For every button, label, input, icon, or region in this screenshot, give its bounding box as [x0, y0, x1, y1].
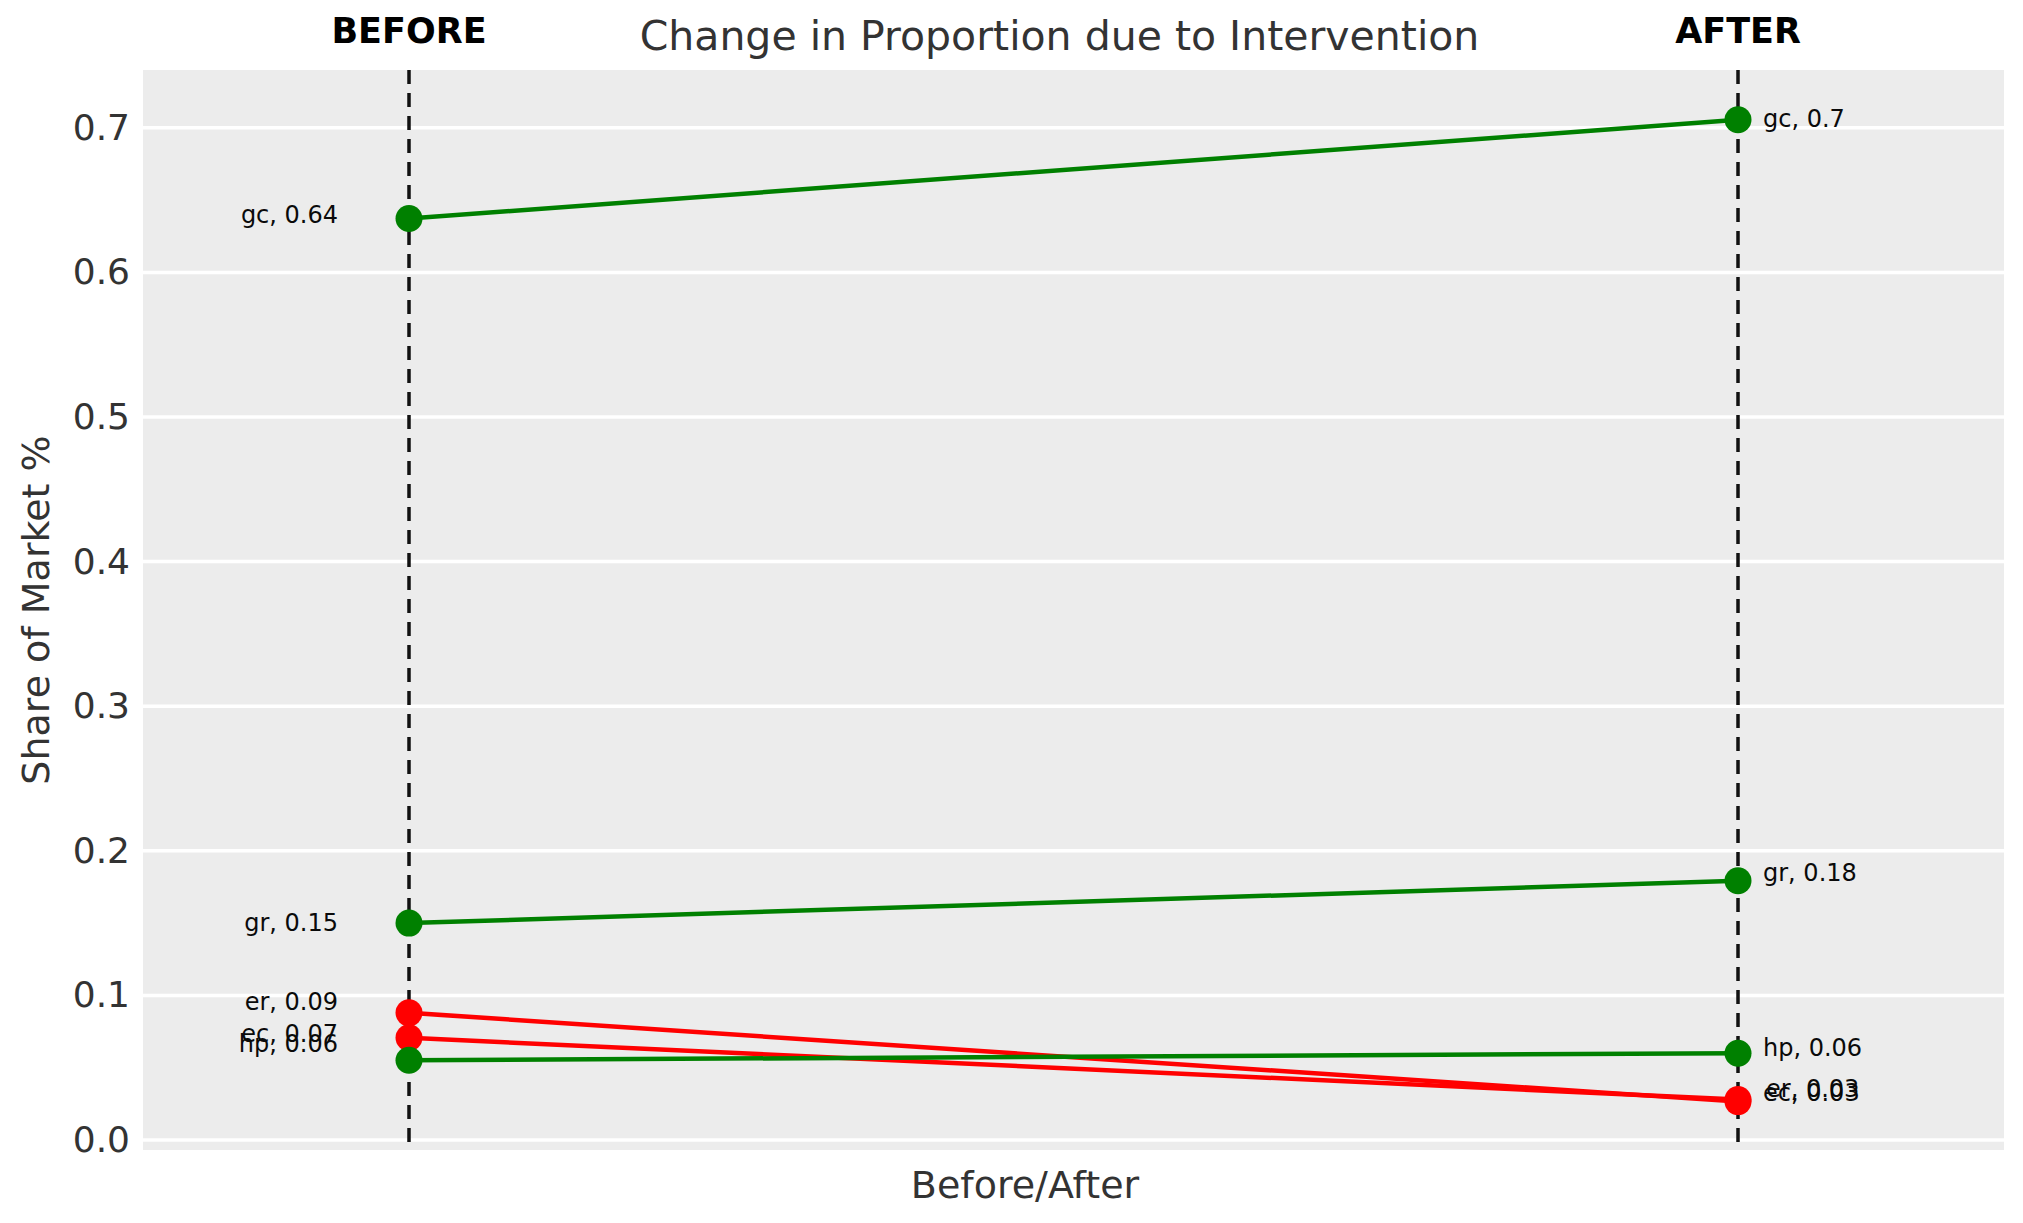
point-label-er-before: er, 0.09 — [245, 987, 338, 1017]
data-point-gr-before — [396, 910, 423, 937]
after-column-label: AFTER — [1675, 11, 1801, 51]
y-tick-label: 0.5 — [40, 399, 130, 435]
series-line-ec — [409, 1038, 1738, 1100]
y-tick-label: 0.6 — [40, 254, 130, 290]
y-tick-label: 0.0 — [40, 1122, 130, 1158]
y-tick-label: 0.7 — [40, 110, 130, 146]
data-point-gr-after — [1725, 867, 1752, 894]
data-point-gc-after — [1725, 106, 1752, 133]
slope-chart: Change in Proportion due to Intervention… — [0, 0, 2023, 1223]
x-axis-label-wrap: Before/After — [0, 1163, 2023, 1207]
point-label-ec-after: ec, 0.03 — [1763, 1078, 1860, 1108]
y-axis-label: Share of Market % — [14, 435, 58, 784]
point-label-gc-before: gc, 0.64 — [241, 200, 338, 230]
y-tick-label: 0.3 — [40, 688, 130, 724]
before-column-label: BEFORE — [331, 11, 486, 51]
y-tick-label: 0.4 — [40, 544, 130, 580]
point-label-gr-before: gr, 0.15 — [244, 908, 338, 938]
data-point-hp-after — [1725, 1040, 1752, 1067]
y-tick-label: 0.2 — [40, 833, 130, 869]
data-point-hp-before — [396, 1047, 423, 1074]
data-point-gc-before — [396, 205, 423, 232]
point-label-gc-after: gc, 0.7 — [1763, 104, 1845, 134]
data-point-er-before — [396, 999, 423, 1026]
series-line-gr — [409, 881, 1738, 923]
data-point-ec-after — [1725, 1086, 1752, 1113]
series-line-gc — [409, 120, 1738, 219]
point-label-hp-after: hp, 0.06 — [1763, 1033, 1862, 1063]
point-label-gr-after: gr, 0.18 — [1763, 858, 1857, 888]
point-label-hp-before: hp, 0.06 — [239, 1029, 338, 1059]
x-axis-label: Before/After — [911, 1163, 1139, 1207]
chart-title: Change in Proportion due to Intervention — [640, 12, 1480, 60]
y-tick-label: 0.1 — [40, 977, 130, 1013]
